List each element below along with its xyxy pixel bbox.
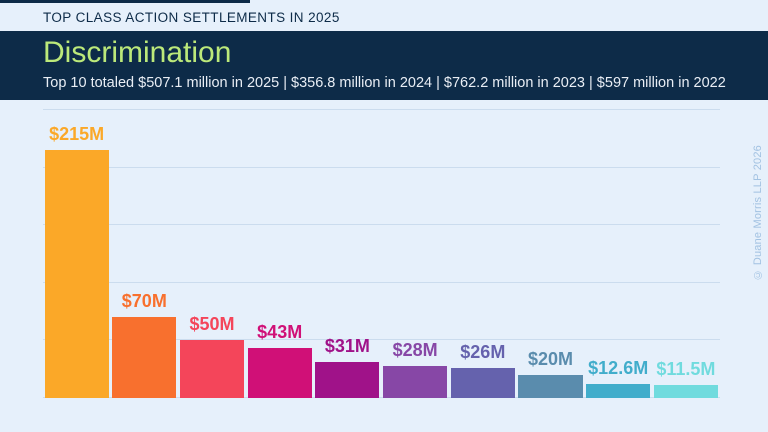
- gridline: [43, 224, 720, 226]
- bar-value-label: $11.5M: [656, 358, 716, 379]
- bar: [44, 150, 109, 398]
- bar-value-label: $31M: [324, 336, 370, 357]
- bar: [315, 362, 380, 398]
- bar: [383, 365, 448, 398]
- bar: [179, 340, 245, 398]
- bar: [518, 374, 583, 398]
- bar-value-label: $20M: [527, 348, 574, 369]
- bar: [653, 384, 718, 398]
- bar: [112, 317, 177, 398]
- bar-value-label: $70M: [121, 291, 167, 312]
- gridline: [43, 397, 720, 398]
- gridline: [43, 339, 720, 341]
- title-band: Discrimination Top 10 totaled $507.1 mil…: [0, 31, 768, 100]
- bar-value-label: $215M: [49, 124, 105, 145]
- bar-value-label: $26M: [460, 342, 506, 363]
- gridline: [43, 166, 720, 168]
- bar: [247, 348, 312, 398]
- copyright-watermark: © Duane Morris LLP 2026: [752, 145, 764, 281]
- gridline: [43, 109, 720, 110]
- bar-value-label: $12.6M: [588, 357, 649, 378]
- bar: [586, 383, 651, 398]
- bar-value-label: $50M: [189, 314, 235, 335]
- subtitle-totals: Top 10 totaled $507.1 million in 2025 | …: [43, 75, 726, 91]
- gridline: [43, 281, 720, 283]
- bar-value-label: $43M: [257, 322, 303, 343]
- bar: [450, 368, 515, 398]
- kicker-text: TOP CLASS ACTION SETTLEMENTS IN 2025: [43, 9, 340, 25]
- top-accent-strip: [0, 0, 250, 3]
- chart-area: $215M $70M $50M $43M $31M $28M $26M $20M $12.6M $…: [43, 109, 720, 398]
- bar-value-label: $28M: [392, 339, 438, 360]
- page-title: Discrimination: [43, 36, 232, 69]
